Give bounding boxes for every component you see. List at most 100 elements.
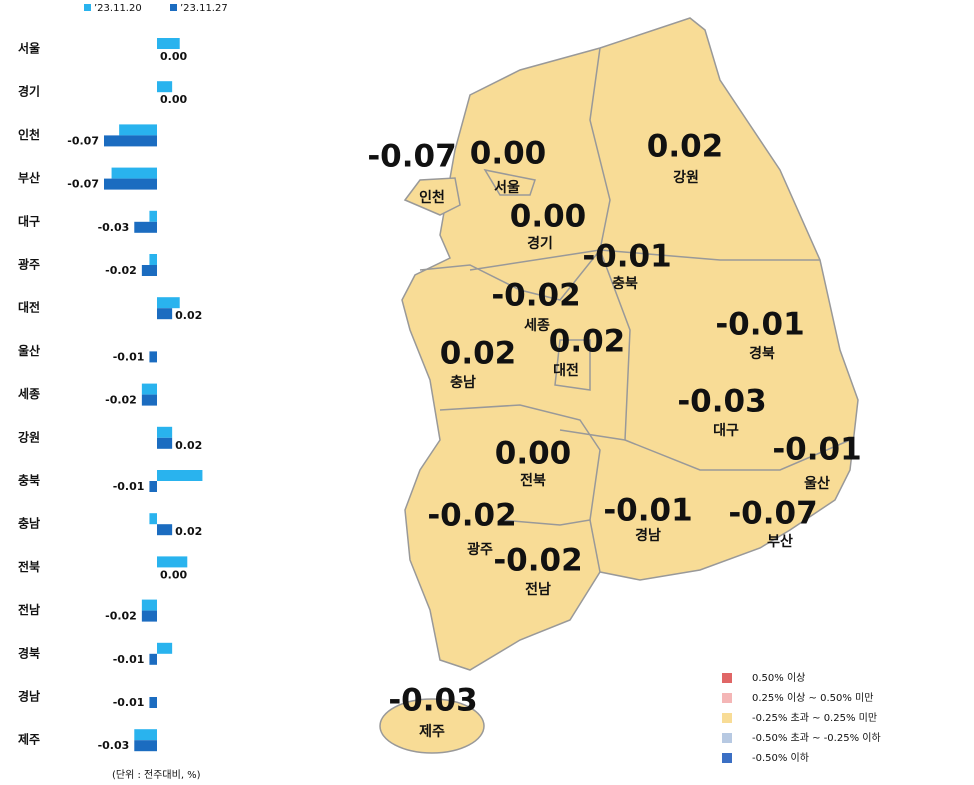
region-value: 0.02	[549, 324, 626, 360]
category-label: 경기	[18, 84, 40, 99]
value-label: -0.01	[113, 653, 145, 666]
region-value: -0.02	[491, 278, 580, 314]
category-label: 충북	[18, 473, 40, 488]
value-label: -0.02	[105, 264, 137, 277]
bar	[157, 437, 173, 449]
bar	[149, 351, 157, 363]
category-label: 경남	[18, 689, 40, 704]
value-label: -0.03	[98, 221, 130, 234]
value-label: 0.02	[175, 439, 202, 452]
region-name: 전남	[525, 581, 551, 598]
value-label: -0.03	[98, 739, 130, 752]
category-label: 대전	[18, 300, 40, 315]
incheon-outline	[403, 177, 461, 216]
unit-note: (단위 : 전주대비, %)	[112, 768, 201, 781]
category-label: 경북	[18, 646, 40, 660]
bar	[149, 513, 157, 525]
map	[379, 17, 859, 754]
bar	[141, 383, 157, 395]
legend-label: -0.50% 이하	[752, 751, 809, 764]
value-label: -0.07	[67, 134, 99, 147]
bar	[157, 524, 173, 536]
legend-label: -0.50% 초과 ~ -0.25% 이하	[752, 731, 881, 744]
value-label: -0.01	[113, 350, 145, 363]
bar	[134, 729, 157, 741]
bar	[157, 470, 203, 481]
bar	[149, 481, 157, 492]
value-label: -0.01	[113, 696, 145, 709]
value-label: 0.00	[160, 568, 187, 581]
region-value: -0.07	[728, 496, 817, 532]
legend-swatch	[722, 693, 732, 703]
region-name: 서울	[494, 179, 520, 196]
region-value: 0.02	[647, 129, 724, 165]
value-label: 0.02	[175, 309, 202, 322]
value-label: 0.02	[175, 525, 202, 538]
legend-swatch	[722, 733, 732, 743]
region-name: 경북	[749, 345, 775, 362]
category-label: 대구	[18, 214, 40, 228]
region-name: 대전	[553, 362, 579, 379]
region-value: -0.01	[715, 307, 804, 343]
bar	[104, 178, 157, 190]
region-name: 충북	[612, 276, 638, 292]
value-label: -0.02	[105, 394, 137, 407]
value-label: 0.00	[160, 93, 187, 106]
region-value: 0.00	[495, 436, 572, 472]
region-name: 세종	[524, 318, 550, 334]
bar	[141, 610, 157, 622]
region-value: -0.02	[493, 543, 582, 579]
bar	[111, 167, 157, 179]
region-name: 경남	[635, 527, 661, 544]
category-label: 서울	[18, 41, 40, 56]
legend-label: 0.50% 이상	[752, 672, 805, 684]
legend-label: -0.25% 초과 ~ 0.25% 미만	[752, 712, 877, 724]
category-label: 전북	[18, 559, 40, 574]
legend-label: 0.25% 이상 ~ 0.50% 미만	[752, 692, 873, 704]
category-label: 울산	[18, 343, 40, 358]
region-value: -0.02	[427, 498, 516, 534]
bar	[149, 697, 157, 708]
value-label: -0.07	[67, 178, 99, 191]
category-label: 부산	[18, 170, 40, 185]
region-value: -0.03	[388, 683, 477, 719]
bar	[157, 642, 173, 654]
category-label: 인천	[18, 127, 40, 142]
category-label: 강원	[18, 430, 40, 444]
region-name: 광주	[467, 541, 493, 558]
bar	[157, 297, 180, 309]
region-value: -0.01	[582, 239, 671, 275]
bar	[119, 124, 157, 136]
bar	[157, 556, 188, 568]
bar	[141, 394, 157, 406]
legend-swatch	[84, 4, 91, 11]
bar	[157, 38, 180, 49]
legend-swatch	[722, 713, 732, 723]
value-label: -0.02	[105, 610, 137, 623]
bar	[141, 265, 157, 276]
region-value: -0.01	[603, 493, 692, 529]
bar	[134, 221, 157, 233]
bar	[134, 740, 157, 752]
region-borders	[419, 47, 851, 573]
region-value: 0.00	[510, 199, 587, 235]
legend-swatch	[722, 673, 732, 683]
bar	[149, 254, 157, 265]
category-label: 세종	[18, 386, 40, 401]
value-label: 0.00	[160, 50, 187, 63]
jeju-outline	[379, 698, 485, 754]
region-name: 인천	[419, 189, 445, 206]
legend-label: ’23.11.27	[180, 3, 228, 14]
category-label: 전남	[18, 602, 40, 617]
bar	[149, 653, 157, 665]
bar	[157, 81, 173, 93]
category-label: 광주	[18, 257, 40, 272]
region-name: 강원	[673, 169, 699, 186]
legend-swatch	[722, 753, 732, 763]
region-name: 충남	[450, 374, 476, 391]
bar	[157, 426, 173, 438]
region-name: 부산	[767, 533, 793, 550]
legend-label: ’23.11.20	[94, 3, 142, 14]
bar	[149, 210, 157, 222]
